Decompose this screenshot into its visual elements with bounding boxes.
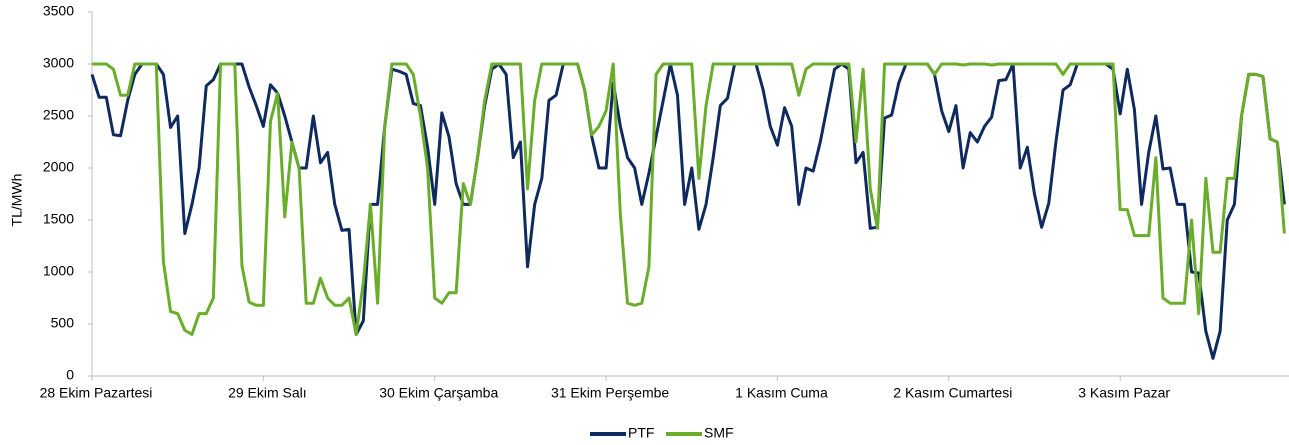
series-line [90, 62, 1286, 360]
y-tick-label: 3000 [43, 55, 74, 71]
x-tick-label: 28 Ekim Pazartesi [40, 385, 153, 401]
x-tick-label: 29 Ekim Salı [228, 385, 307, 401]
y-tick-label: 1000 [43, 263, 74, 279]
legend-label: SMF [704, 425, 734, 441]
legend-label: PTF [628, 425, 654, 441]
y-tick-label: 500 [51, 315, 75, 331]
x-tick-label: 2 Kasım Cumartesi [893, 385, 1012, 401]
x-tick-label: 1 Kasım Cuma [735, 385, 828, 401]
y-tick-label: 2500 [43, 107, 74, 123]
x-tick-label: 31 Ekim Perşembe [551, 385, 669, 401]
y-tick-label: 1500 [43, 211, 74, 227]
y-tick-label: 2000 [43, 159, 74, 175]
y-tick-label: 0 [66, 367, 74, 383]
y-tick-label: 3500 [43, 3, 74, 19]
x-tick-label: 3 Kasım Pazar [1078, 385, 1170, 401]
x-tick-label: 30 Ekim Çarşamba [379, 385, 498, 401]
y-axis-label: TL/MWh [9, 174, 25, 227]
series-line [92, 62, 1286, 336]
